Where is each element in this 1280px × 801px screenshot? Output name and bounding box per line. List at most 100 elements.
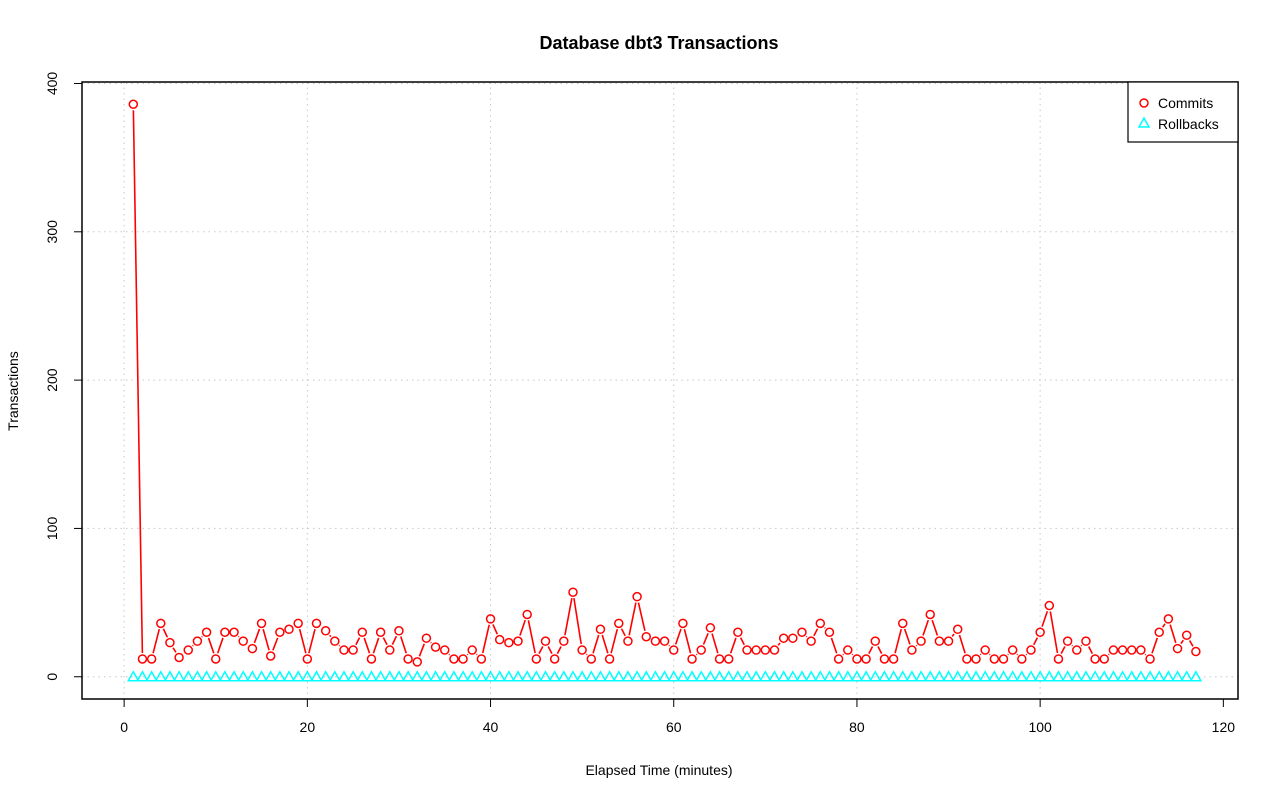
data-point: [301, 670, 314, 682]
data-point: [540, 636, 551, 646]
series-segment: [1087, 646, 1094, 654]
series-segment: [400, 636, 408, 654]
y-axis-label: Transactions: [5, 351, 21, 431]
data-point: [255, 670, 268, 682]
series-segment: [695, 653, 698, 656]
data-point: [356, 670, 369, 682]
data-point: [943, 636, 954, 646]
series-segment: [601, 634, 609, 654]
series-segment: [272, 637, 279, 651]
data-point: [191, 670, 204, 682]
series-segment: [951, 633, 955, 637]
series-segment: [868, 646, 874, 654]
legend-commits-marker: [1139, 98, 1149, 108]
data-point: [815, 618, 826, 629]
data-point: [128, 99, 139, 109]
data-point: [265, 651, 276, 661]
data-point: [1117, 645, 1128, 655]
data-point: [952, 624, 963, 635]
data-point: [713, 670, 726, 682]
data-point: [218, 670, 232, 682]
data-point: [192, 636, 203, 646]
data-point: [639, 670, 653, 682]
data-point: [484, 670, 497, 682]
legend-rollbacks-marker: [1137, 116, 1151, 128]
data-point: [823, 670, 836, 682]
data-point: [1136, 645, 1146, 655]
data-point: [923, 670, 937, 682]
data-point: [888, 654, 899, 664]
data-point: [668, 645, 679, 655]
data-point: [797, 627, 807, 638]
data-point: [760, 645, 771, 655]
data-point: [511, 670, 525, 682]
data-point: [375, 627, 386, 638]
series-segment: [481, 624, 490, 654]
data-point: [293, 618, 303, 629]
series-segment: [729, 637, 737, 654]
data-point: [769, 645, 780, 655]
x-axis: 0 20 40 60 80 100 120: [120, 699, 1235, 735]
data-point: [1099, 654, 1110, 664]
data-point: [163, 670, 177, 682]
data-point: [806, 636, 816, 646]
series-segment: [979, 653, 982, 656]
data-point: [650, 636, 661, 646]
series-segment: [1016, 653, 1019, 656]
data-point: [887, 670, 900, 682]
series-segment: [1161, 623, 1166, 628]
data-point: [311, 618, 322, 629]
data-point: [714, 654, 725, 664]
data-point: [575, 670, 589, 682]
data-point: [788, 633, 798, 643]
data-point: [960, 670, 974, 682]
series-segment: [931, 619, 939, 636]
data-point: [1152, 670, 1166, 682]
series-segment: [1025, 653, 1028, 656]
data-point: [383, 670, 397, 682]
series-segment: [1169, 624, 1177, 644]
data-point: [942, 670, 955, 682]
series-segment: [363, 637, 371, 654]
data-point: [366, 654, 377, 664]
data-point: [694, 670, 708, 682]
data-point: [659, 636, 670, 646]
data-point: [284, 624, 294, 635]
series-segment: [547, 646, 553, 654]
series-segment: [237, 635, 240, 638]
data-point: [1024, 670, 1038, 682]
data-point: [705, 623, 716, 633]
data-point: [933, 670, 946, 682]
data-point: [330, 636, 340, 646]
data-point: [1134, 670, 1148, 682]
data-point: [905, 670, 919, 682]
data-point: [337, 670, 351, 682]
data-point: [989, 654, 1000, 664]
series-segment: [430, 641, 432, 644]
data-point: [430, 642, 441, 652]
data-point: [256, 618, 267, 629]
data-point: [456, 670, 470, 682]
series-segment: [674, 628, 682, 645]
data-point: [165, 637, 175, 648]
data-point: [630, 670, 644, 682]
series-segment: [216, 637, 224, 654]
data-point: [403, 654, 413, 664]
data-point: [557, 670, 571, 682]
y-tick-label: 0: [44, 673, 60, 681]
data-point: [907, 645, 917, 655]
data-point: [1072, 645, 1082, 655]
data-point: [531, 654, 542, 664]
data-point: [1126, 645, 1137, 655]
series-segment: [915, 644, 918, 647]
series-segment: [338, 644, 341, 647]
data-point: [229, 627, 239, 638]
series-segment: [382, 637, 388, 646]
data-point: [328, 670, 342, 682]
data-point: [1035, 627, 1045, 638]
data-point: [183, 645, 194, 655]
series-segment: [556, 646, 562, 654]
series-segment: [418, 643, 426, 657]
data-point: [978, 670, 992, 682]
data-point: [685, 670, 699, 682]
